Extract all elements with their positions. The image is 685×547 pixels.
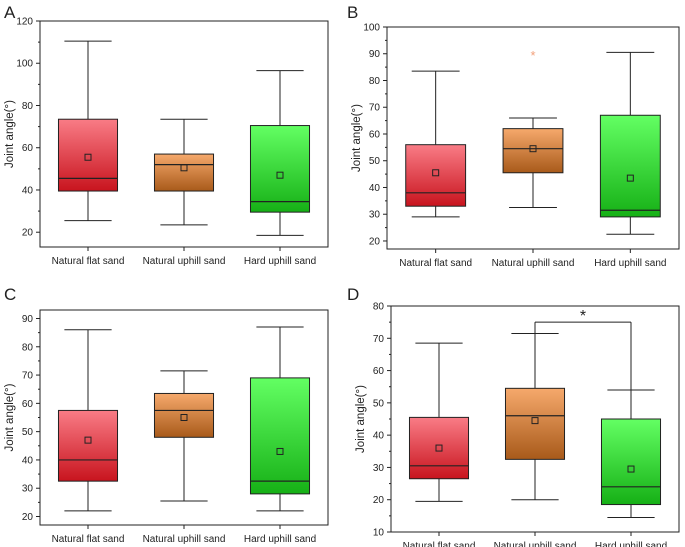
y-tick-label: 70: [22, 371, 34, 382]
panel-b: B 20 30 40 50 60 70 80 90 100 Joint angle(°) Natura…: [347, 3, 680, 269]
box-1: [57, 329, 119, 512]
y-tick-label: 20: [369, 236, 381, 247]
y-axis-label: Joint angle(°): [4, 383, 16, 451]
significance-label: *: [580, 308, 586, 325]
box-body: [249, 125, 311, 213]
y-tick-label: 60: [22, 399, 34, 410]
box-2: [504, 332, 566, 501]
panel-c: C 20 30 40 50 60 70 80 90 Joint angle(°) Natural f…: [4, 285, 329, 545]
panel-a: A 20 40 60 80 100 120 Joint angle(°) Natural fla…: [4, 3, 329, 267]
mean-marker: [435, 444, 443, 452]
x-tick-label: Natural uphill sand: [143, 534, 226, 545]
y-tick-label: 70: [373, 334, 385, 345]
y-tick-label: 60: [22, 143, 34, 154]
mean-marker: [626, 174, 634, 182]
box-3: [599, 51, 661, 235]
y-tick-label: 40: [369, 183, 381, 194]
box-body: [408, 416, 470, 480]
panel-d: D 10 20 30 40 50 60 70 80 Joint angle(°) Natural f…: [347, 285, 680, 547]
y-tick-label: 50: [369, 156, 381, 167]
box-3: [249, 70, 311, 236]
y-tick-label: 90: [22, 314, 34, 325]
mean-marker: [432, 169, 440, 177]
box-body: [502, 128, 564, 174]
x-tick-label: Hard uphill sand: [595, 541, 667, 547]
panel-letter: A: [4, 3, 16, 22]
y-axis-label: Joint angle(°): [355, 385, 367, 453]
x-tick-label: Hard uphill sand: [244, 534, 316, 545]
box-body: [153, 392, 215, 438]
box-1: [408, 342, 470, 502]
box-body: [153, 153, 215, 192]
y-tick-label: 120: [16, 17, 33, 28]
x-tick-label: Natural flat sand: [52, 534, 125, 545]
y-tick-label: 20: [22, 228, 34, 239]
box-body: [57, 409, 119, 482]
x-tick-label: Hard uphill sand: [244, 256, 316, 267]
panel-letter: C: [4, 285, 16, 304]
box-body: [249, 377, 311, 495]
y-tick-label: 80: [22, 342, 34, 353]
y-tick-label: 30: [369, 210, 381, 221]
y-tick-label: 20: [373, 495, 385, 506]
y-tick-label: 70: [369, 103, 381, 114]
mean-marker: [84, 436, 92, 444]
y-tick-label: 40: [373, 431, 385, 442]
x-tick-label: Natural flat sand: [403, 541, 476, 547]
x-tick-label: Natural uphill sand: [494, 541, 577, 547]
mean-marker: [180, 164, 188, 172]
box-1: [405, 70, 467, 218]
box-body: [57, 118, 119, 192]
y-axis-label: Joint angle(°): [4, 100, 16, 168]
mean-marker: [531, 417, 539, 425]
box-3: [600, 389, 662, 518]
y-tick-label: 80: [22, 101, 34, 112]
y-tick-label: 50: [22, 427, 34, 438]
mean-marker: [276, 447, 284, 455]
box-1: [57, 40, 119, 222]
y-tick-label: 100: [16, 59, 33, 70]
box-2: *: [502, 48, 564, 209]
mean-marker: [180, 414, 188, 421]
y-tick-label: 90: [369, 49, 381, 60]
y-tick-label: 20: [22, 512, 34, 523]
y-tick-label: 40: [22, 455, 34, 466]
y-tick-label: 40: [22, 185, 34, 196]
mean-marker: [276, 171, 284, 179]
y-tick-label: 30: [22, 484, 34, 495]
box-body: [600, 418, 662, 506]
y-tick-label: 80: [369, 76, 381, 87]
box-body: [599, 114, 661, 218]
panel-letter: B: [347, 3, 358, 22]
y-tick-label: 80: [373, 302, 385, 313]
panel-letter: D: [347, 285, 359, 304]
y-tick-label: 30: [373, 463, 385, 474]
box-2: [153, 118, 215, 226]
box-3: [249, 326, 311, 512]
x-tick-label: Natural flat sand: [399, 258, 472, 269]
y-tick-label: 60: [369, 129, 381, 140]
y-tick-label: 10: [373, 528, 385, 539]
y-tick-label: 60: [373, 366, 385, 377]
x-tick-label: Natural uphill sand: [492, 258, 575, 269]
y-tick-label: 100: [363, 23, 380, 34]
outlier-point: *: [530, 48, 535, 63]
y-tick-label: 50: [373, 398, 385, 409]
x-tick-label: Hard uphill sand: [594, 258, 666, 269]
mean-marker: [84, 153, 92, 161]
mean-marker: [627, 465, 635, 473]
x-tick-label: Natural flat sand: [52, 256, 125, 267]
x-tick-label: Natural uphill sand: [143, 256, 226, 267]
box-2: [153, 370, 215, 502]
y-axis-label: Joint angle(°): [351, 104, 363, 172]
mean-marker: [529, 145, 537, 153]
significance-bracket: *: [534, 308, 632, 390]
